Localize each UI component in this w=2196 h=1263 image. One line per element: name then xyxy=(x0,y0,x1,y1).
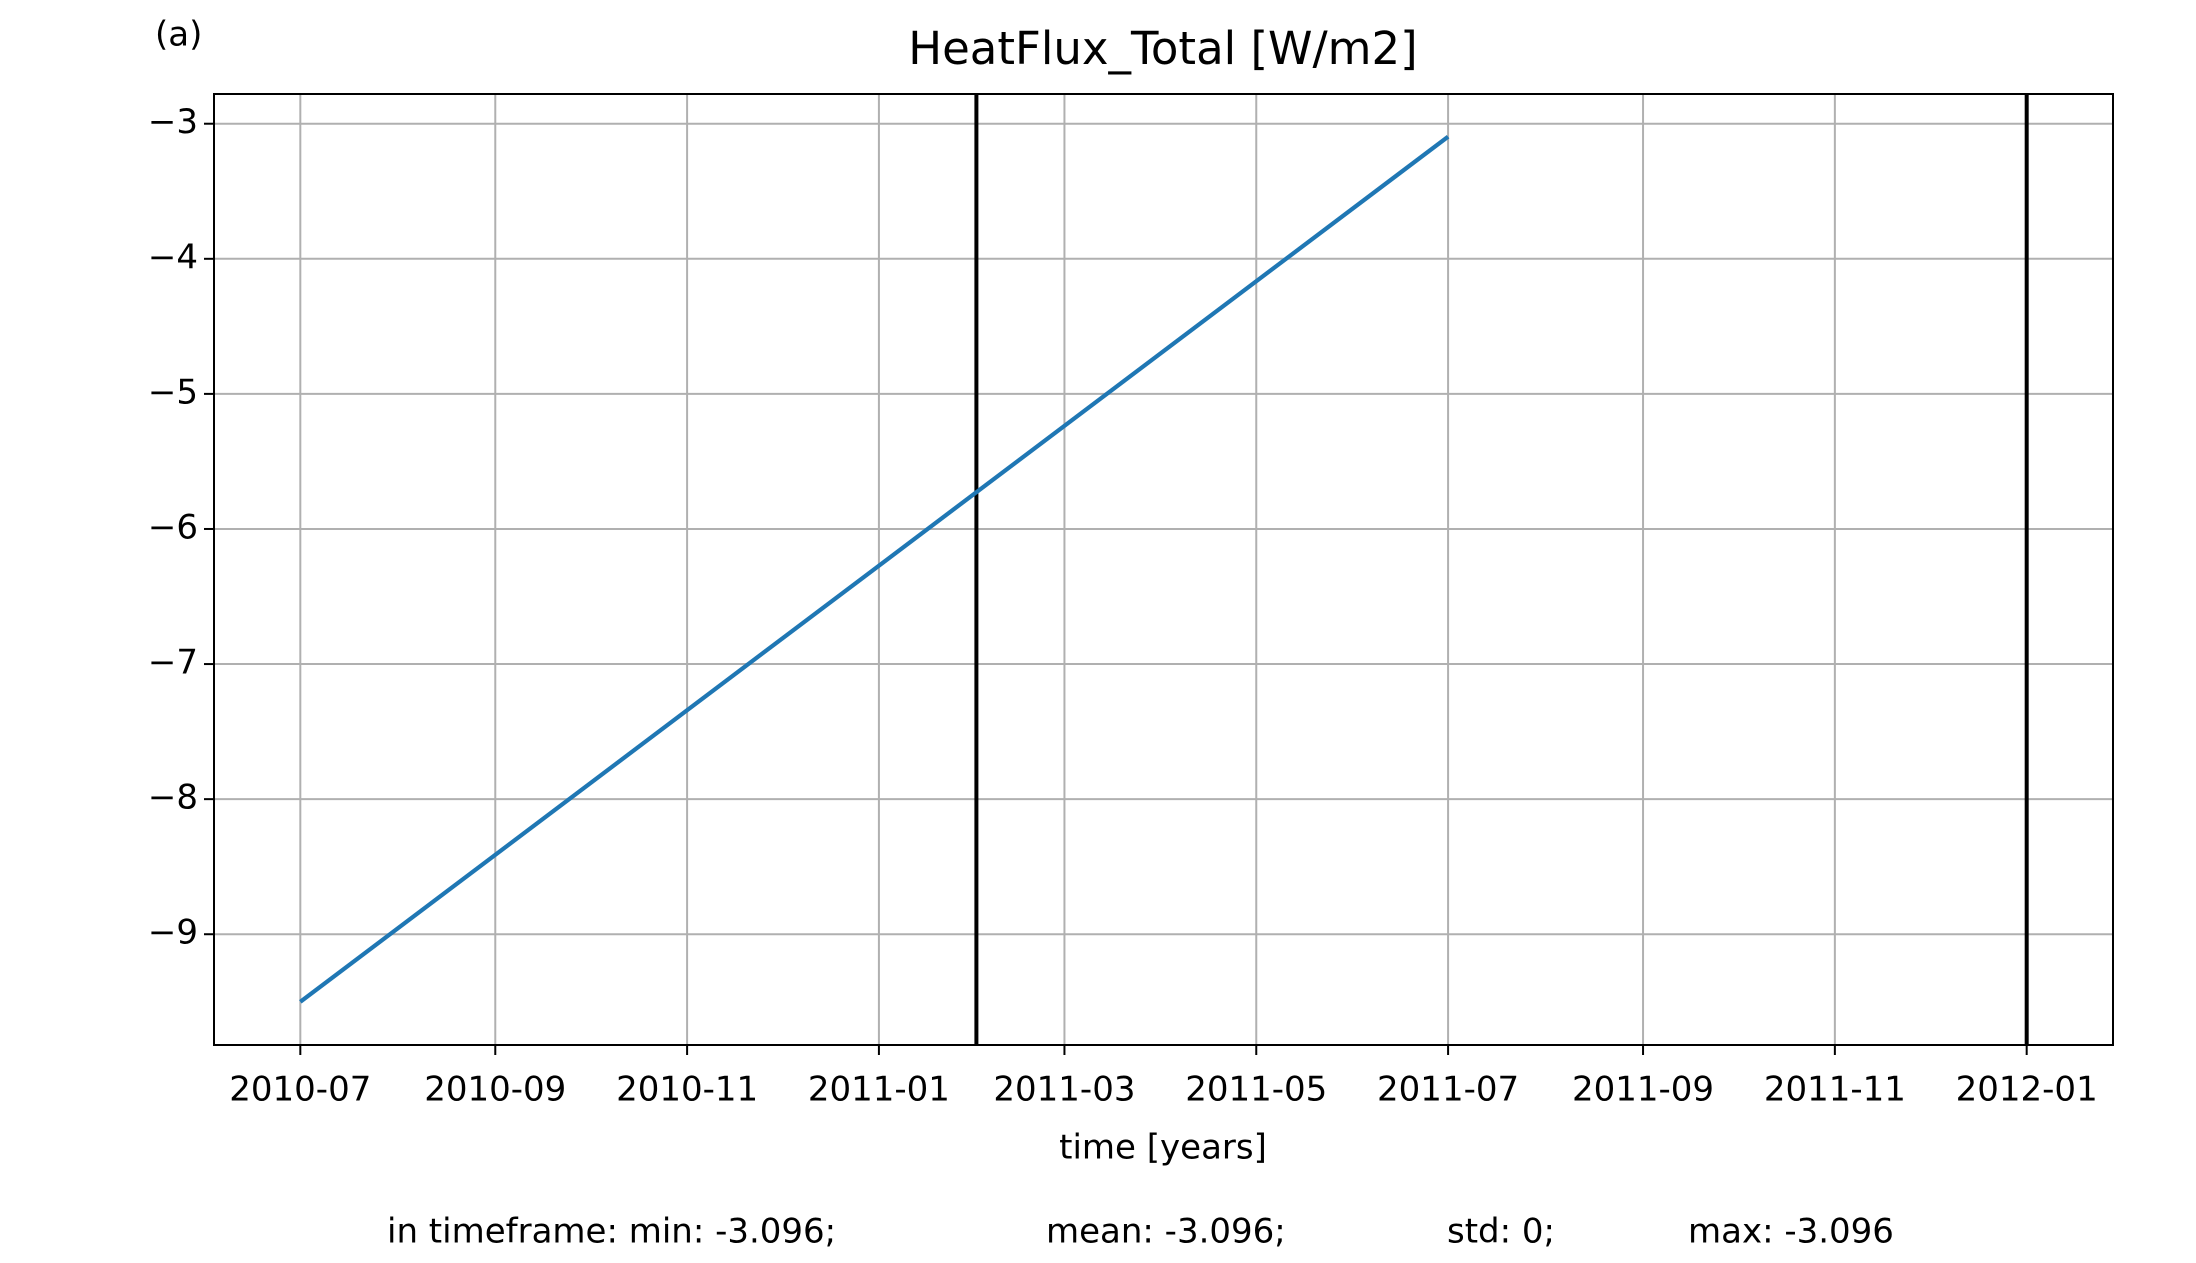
y-tick-label: −7 xyxy=(148,643,198,683)
y-tick-label: −9 xyxy=(148,913,198,953)
x-tick-label: 2011-03 xyxy=(993,1070,1135,1110)
panel-label: (a) xyxy=(155,15,202,55)
x-tick-label: 2010-11 xyxy=(616,1070,758,1110)
x-tick-label: 2010-07 xyxy=(229,1070,371,1110)
x-tick-label: 2010-09 xyxy=(424,1070,566,1110)
y-tick-label: −6 xyxy=(148,507,198,547)
y-tick-label: −5 xyxy=(148,372,198,412)
plot-frame xyxy=(213,93,2114,1046)
x-tick-label: 2012-01 xyxy=(1956,1070,2098,1110)
y-tick-label: −4 xyxy=(148,237,198,277)
x-tick-label: 2011-11 xyxy=(1764,1070,1906,1110)
x-tick-label: 2011-07 xyxy=(1377,1070,1519,1110)
data-line xyxy=(299,135,1450,1004)
y-tick-label: −8 xyxy=(148,778,198,818)
x-tick-label: 2011-09 xyxy=(1572,1070,1714,1110)
x-tick-label: 2011-01 xyxy=(808,1070,950,1110)
stat-text: mean: -3.096; xyxy=(1046,1212,1286,1252)
stat-text: max: -3.096 xyxy=(1688,1212,1894,1252)
y-tick-label: −3 xyxy=(148,102,198,142)
x-tick-label: 2011-05 xyxy=(1185,1070,1327,1110)
x-axis-label: time [years] xyxy=(1059,1128,1267,1168)
stat-text: std: 0; xyxy=(1447,1212,1555,1252)
stat-text: in timeframe: min: -3.096; xyxy=(387,1212,836,1252)
chart-title: HeatFlux_Total [W/m2] xyxy=(908,22,1417,75)
